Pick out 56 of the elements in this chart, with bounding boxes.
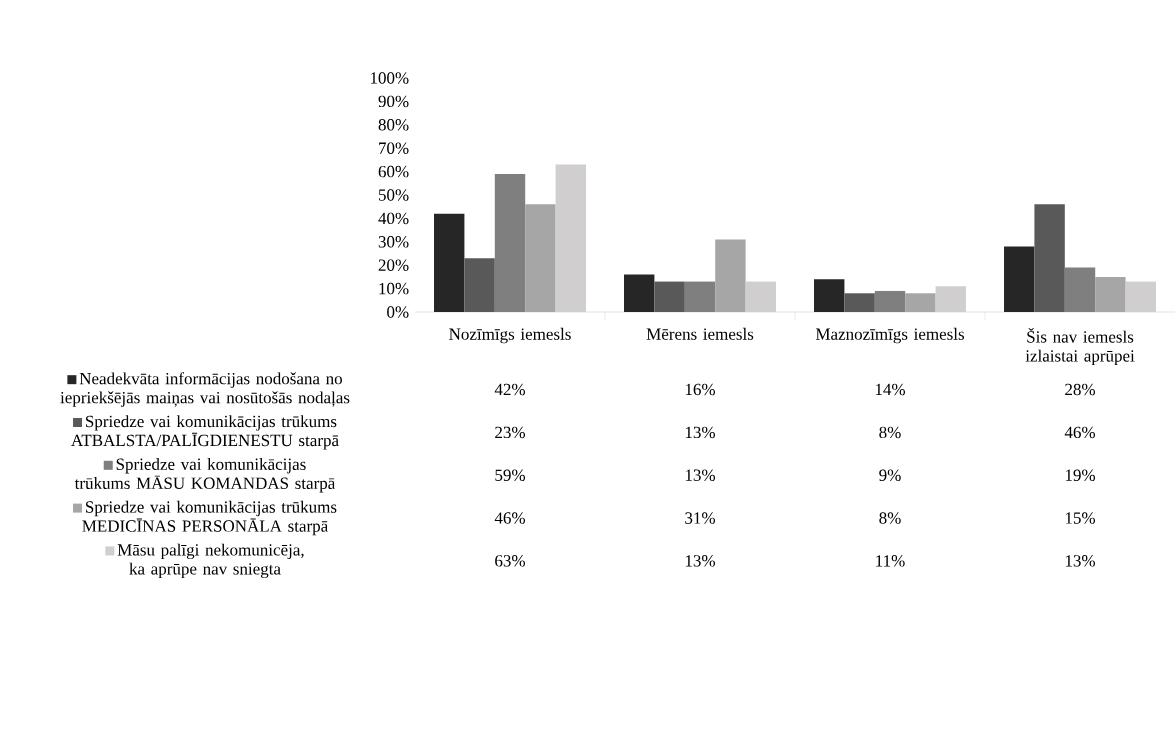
x-tick-label: Šis nav iemesls izlaistai aprūpei (1025, 327, 1135, 366)
y-tick-label: 0% (387, 306, 409, 318)
y-tick-label: 20% (378, 259, 409, 271)
data-label: 13% (685, 426, 716, 439)
data-label: 19% (1065, 469, 1096, 481)
x-tick-label: Mērens iemesls (646, 327, 754, 340)
data-label: 16% (685, 383, 716, 396)
bar (1064, 267, 1096, 312)
data-label: 46% (1064, 426, 1096, 439)
bar (1004, 246, 1035, 312)
data-label: 63% (495, 555, 525, 567)
data-label: 13% (1065, 555, 1096, 567)
bar (464, 258, 495, 312)
y-tick-label: 90% (378, 95, 409, 108)
y-tick-label: 50% (378, 189, 409, 201)
bar (935, 286, 967, 312)
bar (745, 281, 777, 312)
data-label: 23% (495, 426, 525, 439)
bar (874, 290, 906, 312)
data-label: 13% (685, 555, 716, 567)
legend-label: Spriedze vai komunikācijas trūkums MEDICĪNAS PERSONĀLA starpā (82, 500, 337, 536)
bar (684, 281, 716, 312)
bar (555, 164, 587, 312)
bar (1034, 204, 1065, 312)
x-tick-label: Maznozīmīgs iemesls (815, 327, 965, 344)
bar (434, 213, 465, 312)
data-label: 28% (1065, 383, 1096, 396)
legend-label: Māsu palīgi nekomunicēja, ka aprūpe nav sniegta (117, 543, 304, 579)
data-label: 8% (879, 512, 901, 524)
y-tick-label: 80% (378, 119, 409, 131)
data-label: 15% (1065, 512, 1096, 524)
bar (624, 274, 655, 312)
bar (654, 281, 685, 312)
y-tick-label: 60% (378, 165, 409, 178)
data-label: 14% (875, 383, 906, 396)
legend-label: Spriedze vai komunikācijas trūkums MĀSU KOMANDAS starpā (74, 458, 336, 493)
data-label: 59% (495, 469, 525, 481)
y-tick-label: 70% (379, 142, 409, 154)
data-label: 13% (685, 469, 716, 481)
data-label: 9% (879, 469, 901, 481)
data-label: 8% (879, 426, 901, 439)
bar (494, 173, 526, 312)
bar (844, 293, 875, 312)
data-label: 11% (876, 555, 905, 567)
bar (814, 279, 845, 312)
data-label: 46% (494, 512, 525, 524)
x-tick-label: Nozīmīgs iemesls (449, 327, 571, 344)
legend-label: Spriedze vai komunikācijas trūkums ATBALSTA/PALĪGDIENESTU starpā (71, 415, 339, 450)
y-tick-label: 40% (378, 212, 409, 225)
y-tick-label: 10% (379, 282, 409, 295)
legend-label: Neadekvāta informācijas nodošana no iepriekšējās maiņas vai nosūtošās nodaļas (60, 372, 350, 407)
y-tick-label: 100% (370, 72, 409, 84)
bar (1125, 281, 1157, 312)
data-label: 42% (494, 383, 525, 396)
data-label: 31% (685, 512, 716, 524)
y-tick-label: 30% (378, 236, 409, 248)
